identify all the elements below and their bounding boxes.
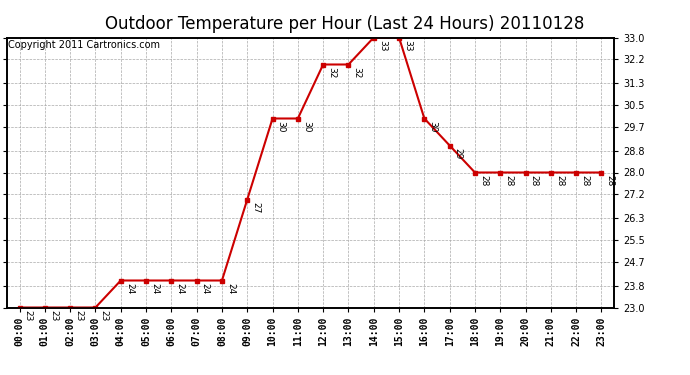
Text: 23: 23 [23,310,32,322]
Text: 24: 24 [125,283,134,294]
Text: 23: 23 [99,310,108,322]
Text: 32: 32 [353,67,362,79]
Text: 23: 23 [49,310,58,322]
Text: 33: 33 [378,40,387,52]
Text: Outdoor Temperature per Hour (Last 24 Hours) 20110128: Outdoor Temperature per Hour (Last 24 Ho… [106,15,584,33]
Text: 28: 28 [504,175,513,187]
Text: 24: 24 [150,283,159,294]
Text: Copyright 2011 Cartronics.com: Copyright 2011 Cartronics.com [8,40,160,50]
Text: 30: 30 [302,121,311,133]
Text: 23: 23 [75,310,83,322]
Text: 28: 28 [606,175,615,187]
Text: 30: 30 [428,121,437,133]
Text: 33: 33 [403,40,412,52]
Text: 28: 28 [555,175,564,187]
Text: 24: 24 [226,283,235,294]
Text: 28: 28 [530,175,539,187]
Text: 28: 28 [580,175,589,187]
Text: 32: 32 [327,67,336,79]
Text: 28: 28 [479,175,488,187]
Text: 29: 29 [454,148,463,160]
Text: 24: 24 [201,283,210,294]
Text: 27: 27 [251,202,260,214]
Text: 30: 30 [277,121,286,133]
Text: 24: 24 [175,283,184,294]
